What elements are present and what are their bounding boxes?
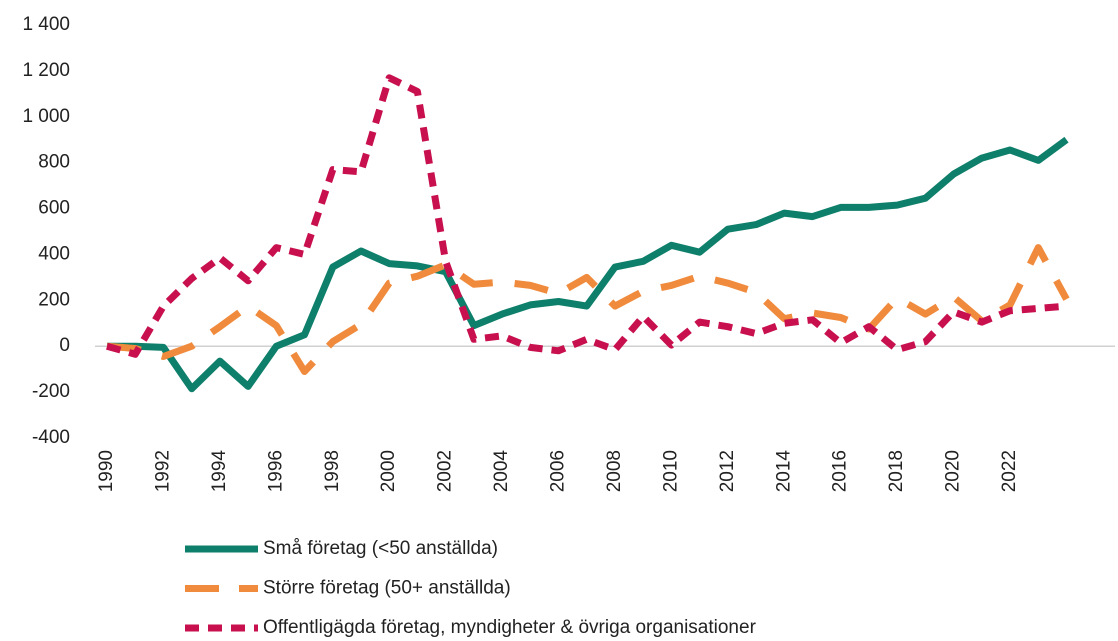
x-tick-label: 1998 [322,450,343,492]
y-tick-label: 400 [38,243,70,264]
y-tick-label: 1 400 [22,14,70,35]
y-tick-label: 200 [38,289,70,310]
x-tick-label: 2010 [660,450,681,492]
series-line [107,136,1069,393]
x-tick-label: 2016 [830,450,851,492]
x-tick-label: 2006 [548,450,569,492]
legend-label: Små företag (<50 anställda) [263,538,498,559]
x-tick-label: 2002 [435,450,456,492]
x-tick-label: 2018 [886,450,907,492]
legend-label: Större företag (50+ anställda) [263,578,511,599]
legend-label: Offentligägda företag, myndigheter & övr… [263,617,757,638]
x-tick-label: 2020 [943,450,964,492]
y-tick-label: 1 000 [22,106,70,127]
y-tick-label: 0 [59,335,70,356]
y-tick-label: 1 200 [22,60,70,81]
y-tick-label: 800 [38,152,70,173]
x-tick-label: 2004 [491,450,512,493]
x-tick-label: 2000 [378,450,399,492]
series-line [106,244,1070,375]
x-tick-label: 2012 [717,450,738,492]
x-tick-label: 2022 [999,450,1020,492]
x-tick-label: 1990 [96,450,117,492]
y-tick-label: -400 [32,427,70,448]
x-tick-label: 1994 [209,450,230,493]
x-tick-label: 1996 [265,450,286,492]
x-tick-label: 1992 [152,450,173,492]
y-tick-label: -200 [32,381,70,402]
series-line [106,74,1067,358]
x-tick-label: 2008 [604,450,625,492]
x-tick-label: 2014 [773,450,794,493]
y-tick-label: 600 [38,198,70,219]
